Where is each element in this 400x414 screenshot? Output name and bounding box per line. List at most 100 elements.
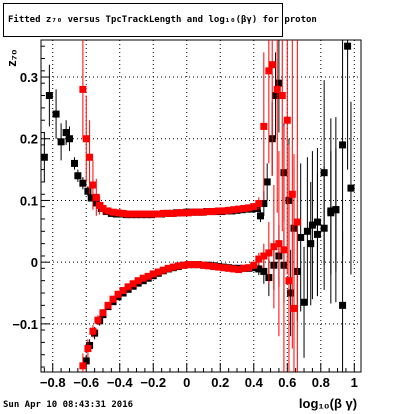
data-point — [265, 249, 273, 257]
data-point — [303, 227, 311, 235]
data-point — [205, 262, 213, 270]
data-point — [84, 187, 92, 195]
data-point — [287, 289, 295, 297]
data-point — [114, 290, 122, 298]
data-point — [288, 190, 296, 198]
data-point — [104, 207, 112, 215]
data-point — [149, 210, 157, 218]
series-red — [79, 40, 301, 372]
data-point — [308, 221, 316, 229]
data-point — [256, 212, 264, 220]
data-point — [285, 277, 293, 285]
x-tick-label: 0.8 — [312, 375, 330, 390]
data-point — [255, 200, 263, 208]
data-point — [92, 193, 100, 201]
data-point — [240, 264, 248, 272]
data-point — [139, 210, 147, 218]
data-point — [225, 264, 233, 272]
x-tick-label: 0.2 — [211, 375, 229, 390]
data-point — [210, 208, 218, 216]
data-point — [144, 272, 152, 280]
data-point — [194, 261, 202, 269]
series-layer — [40, 40, 355, 372]
data-point — [52, 110, 60, 118]
data-point — [275, 240, 283, 248]
data-point — [62, 129, 70, 137]
data-point — [79, 179, 87, 187]
data-point — [109, 208, 117, 216]
x-tick-label: 0.4 — [245, 375, 264, 390]
data-point — [74, 172, 82, 180]
data-point — [169, 263, 177, 271]
data-point — [327, 209, 335, 217]
data-point — [240, 204, 248, 212]
data-point — [159, 266, 167, 274]
data-point — [265, 67, 273, 75]
data-point — [124, 283, 132, 291]
data-point — [164, 209, 172, 217]
data-point — [344, 42, 352, 50]
data-point — [82, 357, 90, 365]
timestamp-footer: Sun Apr 10 08:43:31 2016 — [3, 400, 134, 410]
data-point — [169, 209, 177, 217]
data-point — [220, 207, 228, 215]
data-point — [144, 210, 152, 218]
data-point — [159, 209, 167, 217]
data-point — [332, 206, 340, 214]
data-point — [194, 208, 202, 216]
data-point — [189, 261, 197, 269]
data-point — [124, 210, 132, 218]
data-point — [215, 207, 223, 215]
data-point — [210, 262, 218, 270]
x-tick-label: 0 — [183, 375, 190, 390]
data-point — [245, 264, 253, 272]
data-point — [154, 210, 162, 218]
label-layer: z₇₀ log₁₀(β γ) — [4, 49, 357, 411]
data-point — [164, 264, 172, 272]
data-point — [179, 209, 187, 217]
data-point — [290, 304, 298, 312]
data-point — [104, 301, 112, 309]
data-point — [139, 274, 147, 282]
data-point — [235, 205, 243, 213]
data-point — [200, 261, 208, 269]
data-point — [260, 267, 268, 275]
data-point — [40, 153, 48, 161]
data-point — [119, 287, 127, 295]
data-point — [189, 208, 197, 216]
data-point — [79, 85, 87, 93]
chart-title: Fitted z₇₀ versus TpcTrackLength and log… — [8, 15, 317, 25]
data-point — [280, 246, 288, 254]
x-tick-label: 1 — [351, 375, 358, 390]
data-point — [154, 268, 162, 276]
x-tick-label: −0.8 — [40, 375, 66, 390]
data-point — [84, 345, 92, 353]
data-point — [293, 218, 301, 226]
data-point — [278, 92, 286, 100]
data-point — [179, 261, 187, 269]
y-tick-label: 0.1 — [20, 193, 38, 208]
data-point — [268, 61, 276, 69]
data-point — [119, 209, 127, 217]
data-point — [174, 209, 182, 217]
data-point — [94, 316, 102, 324]
data-point — [283, 116, 291, 124]
data-point — [339, 301, 347, 309]
data-point — [99, 204, 107, 212]
x-tick-label: 0.6 — [278, 375, 296, 390]
data-point — [272, 92, 280, 100]
y-tick-label: −0.1 — [12, 317, 38, 332]
data-point — [347, 184, 355, 192]
data-point — [270, 243, 278, 251]
data-point — [89, 181, 97, 189]
data-point — [250, 261, 258, 269]
data-point — [200, 208, 208, 216]
data-point — [109, 295, 117, 303]
x-tick-label: −0.2 — [140, 375, 166, 390]
data-point — [300, 298, 308, 306]
data-point — [307, 240, 315, 248]
x-tick-label: −0.4 — [107, 375, 133, 390]
data-point — [225, 206, 233, 214]
axis-layer: −0.8 −0.6 −0.4 −0.2 0 0.2 0.4 0.6 0.8 1 −0.1 0 0.1 0.… — [12, 39, 362, 390]
